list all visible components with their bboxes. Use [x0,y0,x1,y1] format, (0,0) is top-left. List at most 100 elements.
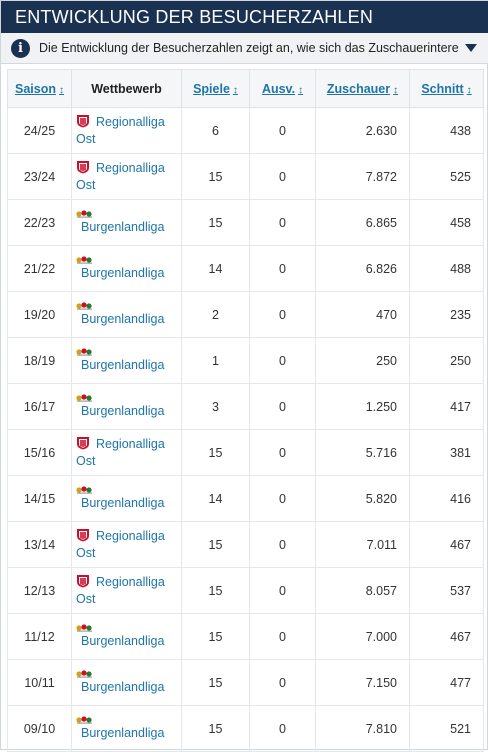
info-bar[interactable]: i Die Entwicklung der Besucherzahlen zei… [1,33,488,64]
competition-link[interactable]: Ost [76,591,96,606]
table-row: 23/24 Regionalliga Ost 15 0 7.872 525 [7,153,484,200]
burgenlandliga-logo-icon [76,486,92,494]
sold-out-cell: 0 [249,153,316,200]
column-header-ausv[interactable]: Ausv. ↕ [249,69,316,108]
table-row: 10/11 Burgenlandliga 15 0 7.150 477 [7,659,484,706]
spectators-cell: 6.826 [315,245,410,292]
competition-link[interactable]: Burgenlandliga [81,680,165,694]
spectators-cell: 7.000 [315,613,410,660]
competition-link[interactable]: Regionalliga [96,528,165,543]
sold-out-cell: 0 [249,107,316,154]
average-cell: 250 [409,337,484,384]
season-cell: 12/13 [7,567,72,614]
competition-cell: Regionalliga Ost [71,107,182,154]
average-cell: 525 [409,153,484,200]
column-header-schnitt[interactable]: Schnitt ↕ [409,69,484,108]
table-row: 22/23 Burgenlandliga 15 0 6.865 458 [7,199,484,246]
games-cell: 3 [181,383,250,430]
sort-icon: ↕ [466,84,472,96]
competition-link[interactable]: Regionalliga [96,114,165,129]
table-row: 19/20 Burgenlandliga 2 0 470 235 [7,291,484,338]
section-title: ENTWICKLUNG DER BESUCHERZAHLEN [1,1,488,33]
burgenlandliga-logo-icon [76,348,92,356]
games-cell: 1 [181,337,250,384]
column-header-wettbewerb: Wettbewerb [71,69,182,108]
competition-link[interactable]: Regionalliga [96,436,165,451]
chevron-down-icon[interactable] [465,44,477,52]
season-cell: 22/23 [7,199,72,246]
sold-out-cell: 0 [249,659,316,706]
spectators-cell: 250 [315,337,410,384]
games-cell: 15 [181,153,250,200]
sold-out-cell: 0 [249,567,316,614]
competition-link[interactable]: Ost [76,177,96,192]
season-cell: 24/25 [7,107,72,154]
spectators-cell: 7.810 [315,705,410,752]
sold-out-cell: 0 [249,291,316,338]
sold-out-cell: 0 [249,613,316,660]
competition-link[interactable]: Regionalliga [96,574,165,589]
info-text: Die Entwicklung der Besucherzahlen zeigt… [39,41,459,55]
info-icon: i [11,38,30,58]
spectators-cell: 470 [315,291,410,338]
average-cell: 477 [409,659,484,706]
games-cell: 15 [181,429,250,476]
spectators-cell: 7.011 [315,521,410,568]
competition-link[interactable]: Ost [76,131,96,146]
spectators-cell: 1.250 [315,383,410,430]
sold-out-cell: 0 [249,245,316,292]
table-row: 11/12 Burgenlandliga 15 0 7.000 467 [7,613,484,660]
competition-link[interactable]: Ost [76,453,96,468]
spectators-cell: 8.057 [315,567,410,614]
games-cell: 14 [181,245,250,292]
season-cell: 18/19 [7,337,72,384]
games-cell: 15 [181,705,250,752]
table-row: 12/13 Regionalliga Ost 15 0 8.057 537 [7,567,484,614]
regionalliga-ost-logo-icon [77,528,89,541]
games-cell: 14 [181,475,250,522]
season-cell: 11/12 [7,613,72,660]
average-cell: 537 [409,567,484,614]
column-header-zuschauer[interactable]: Zuschauer ↕ [315,69,410,108]
competition-link[interactable]: Regionalliga [96,160,165,175]
table-row: 16/17 Burgenlandliga 3 0 1.250 417 [7,383,484,430]
sort-icon: ↕ [59,84,64,96]
competition-link[interactable]: Burgenlandliga [81,312,165,326]
competition-link[interactable]: Burgenlandliga [81,634,165,648]
competition-link[interactable]: Burgenlandliga [81,220,165,234]
burgenlandliga-logo-icon [76,670,92,678]
sort-icon: ↕ [393,84,399,96]
competition-cell: Burgenlandliga [71,337,182,384]
competition-link[interactable]: Burgenlandliga [81,726,165,740]
competition-cell: Regionalliga Ost [71,521,182,568]
competition-cell: Burgenlandliga [71,383,182,430]
competition-link[interactable]: Burgenlandliga [81,358,165,372]
competition-cell: Burgenlandliga [71,613,182,660]
sold-out-cell: 0 [249,429,316,476]
competition-link[interactable]: Burgenlandliga [81,266,165,280]
average-cell: 467 [409,521,484,568]
spectators-cell: 7.150 [315,659,410,706]
average-cell: 458 [409,199,484,246]
season-cell: 10/11 [7,659,72,706]
spectators-cell: 7.872 [315,153,410,200]
competition-link[interactable]: Burgenlandliga [81,404,165,418]
competition-cell: Regionalliga Ost [71,429,182,476]
games-cell: 6 [181,107,250,154]
table-row: 15/16 Regionalliga Ost 15 0 5.716 381 [7,429,484,476]
competition-cell: Burgenlandliga [71,291,182,338]
competition-link[interactable]: Burgenlandliga [81,496,165,510]
average-cell: 381 [409,429,484,476]
regionalliga-ost-logo-icon [77,160,89,173]
column-header-saison[interactable]: Saison ↕ [7,69,72,108]
sold-out-cell: 0 [249,199,316,246]
table-row: 24/25 Regionalliga Ost 6 0 2.630 438 [7,107,484,154]
competition-link[interactable]: Ost [76,545,96,560]
table-row: 21/22 Burgenlandliga 14 0 6.826 488 [7,245,484,292]
season-cell: 14/15 [7,475,72,522]
column-header-spiele[interactable]: Spiele ↕ [181,69,250,108]
average-cell: 235 [409,291,484,338]
season-cell: 09/10 [7,705,72,752]
spectators-cell: 5.820 [315,475,410,522]
